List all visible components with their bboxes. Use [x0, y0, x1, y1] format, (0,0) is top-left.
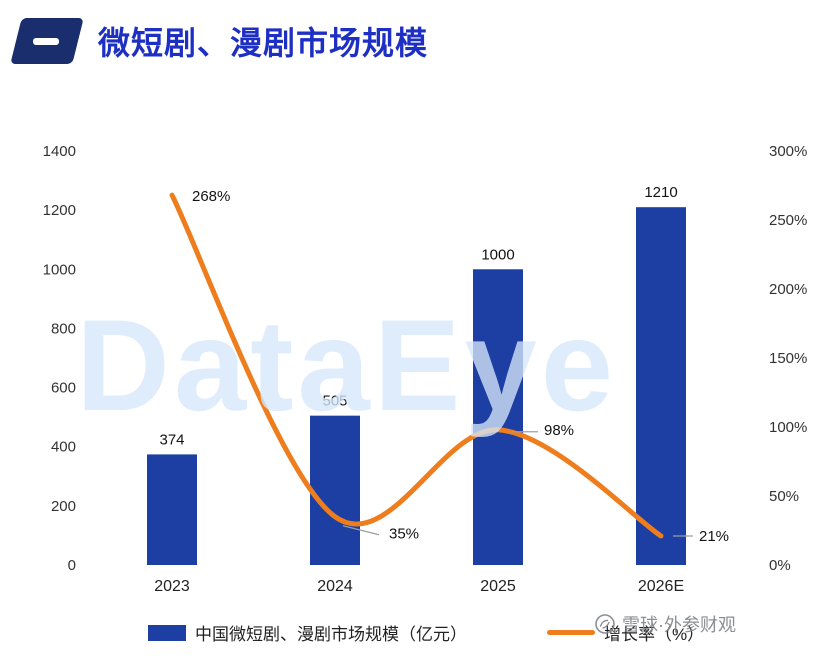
left-axis-tick: 0: [68, 557, 76, 574]
legend-bar-label: 中国微短剧、漫剧市场规模（亿元）: [195, 625, 467, 644]
branding-watermark: 雪球·外参财观: [594, 611, 736, 637]
xueqiu-logo-icon: [595, 614, 615, 634]
bar-2024: [310, 415, 360, 565]
x-axis-label: 2024: [317, 578, 353, 595]
x-axis-label: 2026E: [638, 578, 684, 595]
growth-rate-line: [169, 192, 664, 539]
right-axis-tick: 150%: [769, 350, 807, 367]
right-axis-tick: 0%: [769, 557, 791, 574]
line-point-label: 21%: [699, 528, 729, 545]
bar-value-label: 505: [322, 393, 347, 410]
left-axis-tick: 1000: [43, 261, 76, 278]
bar-value-label: 1000: [481, 246, 514, 263]
legend-line-label: 增长率（%）: [604, 625, 705, 644]
left-axis-tick: 600: [51, 380, 76, 397]
bar-2026E: [636, 207, 686, 565]
legend-line-swatch: [547, 630, 595, 635]
left-axis-tick: 200: [51, 498, 76, 515]
legend-item-bar: 中国微短剧、漫剧市场规模（亿元）: [148, 620, 467, 645]
left-axis-tick: 1200: [43, 202, 76, 219]
line-point-label: 268%: [192, 188, 230, 205]
bar-2023: [147, 454, 197, 565]
right-axis-tick: 300%: [769, 143, 807, 160]
legend-bar-swatch: [148, 624, 186, 641]
right-axis-tick: 200%: [769, 281, 807, 298]
right-axis-tick: 50%: [769, 488, 799, 505]
bar-value-label: 1210: [644, 184, 677, 201]
title-flag-dash: [33, 38, 59, 45]
label-connector: [342, 525, 380, 536]
legend-item-line: 增长率（%）: [547, 620, 704, 645]
right-axis-tick: 250%: [769, 212, 807, 229]
right-axis-tick: 100%: [769, 419, 807, 436]
line-point-label: 35%: [389, 526, 419, 543]
x-axis-label: 2025: [480, 578, 516, 595]
chart-legend: 中国微短剧、漫剧市场规模（亿元） 增长率（%）: [148, 620, 704, 645]
bar-value-label: 374: [159, 431, 184, 448]
page-title: 微短剧、漫剧市场规模: [98, 25, 429, 61]
left-axis-tick: 1400: [43, 143, 76, 160]
left-axis-tick: 400: [51, 439, 76, 456]
line-point-label: 98%: [544, 422, 574, 439]
left-axis-tick: 800: [51, 320, 76, 337]
branding-text: 雪球·外参财观: [622, 615, 736, 635]
page-header: 微短剧、漫剧市场规模: [10, 18, 429, 64]
bar-2025: [473, 269, 523, 565]
x-axis-label: 2023: [154, 578, 190, 595]
title-flag-icon: [10, 18, 84, 64]
